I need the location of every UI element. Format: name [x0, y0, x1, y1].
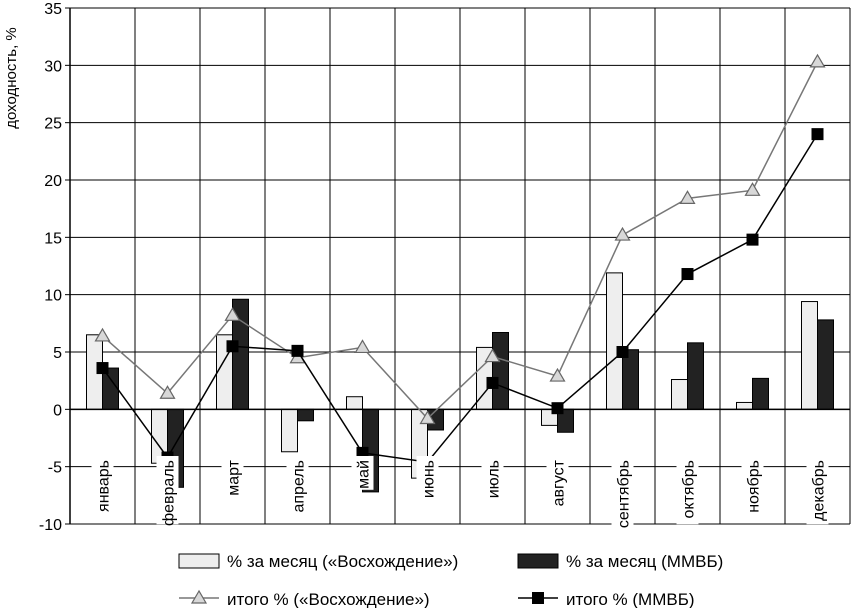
point-voskhozhdenie-total-0 [94, 327, 111, 342]
bar-voskhozhdenie-10 [736, 401, 753, 410]
x-tick-label-6: июль [486, 460, 503, 498]
point-mmvb-total-3 [291, 344, 304, 357]
series-lines [94, 53, 826, 469]
x-tick-label-2: март [226, 459, 243, 495]
bar-mmvb-8 [622, 349, 639, 410]
y-tick-label: 20 [44, 173, 62, 190]
legend-swatch-mmvb-month [517, 553, 559, 569]
x-tick-label-3: апрель [291, 460, 308, 513]
point-mmvb-total-4 [356, 446, 369, 459]
x-label-bg [286, 456, 309, 516]
point-voskhozhdenie-total-11 [809, 53, 826, 68]
point-voskhozhdenie-total-5 [419, 410, 436, 425]
x-tick-label-1: февраль [161, 460, 178, 526]
legend-label-voskhozhdenie-month: % за месяц («Восхождение») [227, 552, 458, 571]
y-tick-label: 35 [44, 1, 62, 18]
bar-voskhozhdenie-9 [671, 379, 688, 410]
x-axis-labels: январь февраль март апрель май июнь июль август… [91, 456, 829, 533]
point-mmvb-total-9 [681, 268, 694, 281]
bar-mmvb-0 [102, 367, 119, 410]
bar-mmvb-6 [492, 332, 509, 410]
x-label-bg [676, 456, 699, 525]
point-voskhozhdenie-total-2 [224, 307, 241, 321]
y-tick-label: 10 [44, 288, 62, 305]
y-tick-label: 0 [53, 402, 62, 419]
x-label-bg [221, 456, 244, 499]
bar-voskhozhdenie-3 [281, 408, 298, 453]
x-tick-label-9: октябрь [681, 460, 698, 518]
y-tick-label: 5 [53, 345, 62, 362]
legend-marker-triangle [190, 589, 208, 604]
y-tick-label: -10 [39, 517, 62, 534]
point-voskhozhdenie-total-9 [679, 190, 696, 204]
x-tick-label-8: сентябрь [616, 460, 633, 528]
gridlines [69, 7, 851, 525]
y-tick-label: 15 [44, 230, 62, 247]
legend-label-mmvb-month: % за месяц (ММВБ) [566, 552, 723, 571]
bar-voskhozhdenie-4 [346, 396, 363, 410]
y-tick-label: 25 [44, 116, 62, 133]
bar-mmvb-11 [817, 319, 834, 410]
y-tick-label: -5 [48, 460, 62, 477]
x-tick-label-11: декабрь [811, 460, 828, 521]
x-tick-label-7: август [551, 459, 568, 506]
x-tick-label-10: ноябрь [746, 460, 763, 513]
point-voskhozhdenie-total-1 [159, 385, 176, 399]
point-mmvb-total-2 [226, 340, 239, 353]
x-label-bg [611, 456, 634, 533]
bar-mmvb-9 [687, 342, 704, 410]
y-axis-ticks: -10 -5 0 5 10 15 20 25 30 35 [39, 1, 62, 534]
legend-label-mmvb-total: итого % (ММВБ) [566, 590, 695, 608]
point-voskhozhdenie-total-8 [614, 226, 631, 241]
x-label-bg [546, 456, 569, 516]
bar-mmvb-10 [752, 377, 769, 410]
line-voskhozhdenie-total [102, 61, 819, 420]
x-label-bg [416, 456, 439, 499]
axes [65, 7, 850, 525]
legend-swatch-voskhozhdenie-month [178, 553, 220, 569]
point-voskhozhdenie-total-6 [484, 348, 501, 363]
point-mmvb-total-6 [486, 376, 499, 389]
x-label-bg [481, 456, 504, 499]
point-mmvb-total-10 [746, 233, 759, 246]
x-tick-label-5: июнь [421, 460, 438, 498]
point-voskhozhdenie-total-7 [549, 367, 566, 382]
x-label-bg [156, 456, 179, 525]
point-mmvb-total-7 [551, 402, 564, 415]
point-voskhozhdenie-total-10 [744, 182, 761, 196]
x-label-bg [806, 456, 829, 525]
x-label-bg [91, 456, 114, 516]
line-mmvb-total [101, 133, 819, 463]
bar-mmvb-3 [297, 408, 314, 422]
x-label-bg [351, 456, 374, 490]
point-mmvb-total-8 [616, 346, 629, 358]
x-tick-label-4: май [356, 460, 373, 489]
y-tick-label: 30 [44, 58, 62, 75]
legend-marker-square [532, 592, 544, 604]
point-voskhozhdenie-total-4 [354, 339, 371, 354]
point-mmvb-total-11 [811, 128, 824, 141]
legend-label-voskhozhdenie-total: итого % («Восхождение») [227, 590, 430, 608]
bars [86, 272, 834, 493]
legend: % за месяц («Восхождение») % за месяц (ММ… [178, 552, 723, 608]
bar-voskhozhdenie-8 [606, 272, 623, 410]
x-label-bg [741, 456, 764, 516]
bar-voskhozhdenie-11 [801, 301, 818, 410]
x-tick-label-0: январь [96, 460, 113, 512]
point-mmvb-total-0 [96, 362, 109, 375]
y-axis-label: доходность, % [3, 27, 20, 129]
